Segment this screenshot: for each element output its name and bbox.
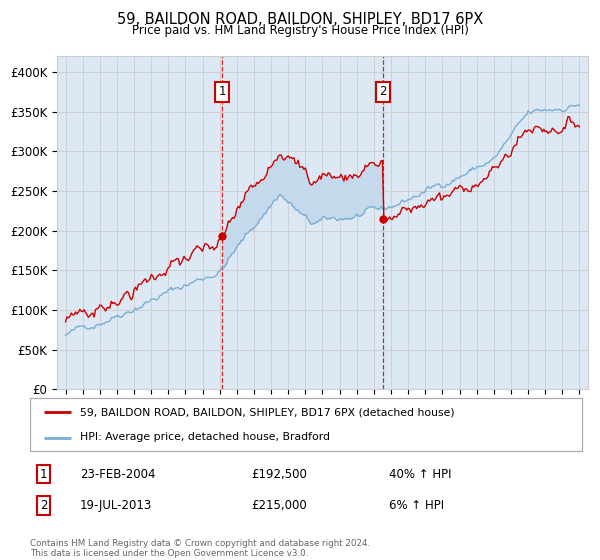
Text: 59, BAILDON ROAD, BAILDON, SHIPLEY, BD17 6PX: 59, BAILDON ROAD, BAILDON, SHIPLEY, BD17… [117, 12, 483, 27]
Text: 1: 1 [40, 468, 47, 480]
Text: 6% ↑ HPI: 6% ↑ HPI [389, 499, 444, 512]
Text: HPI: Average price, detached house, Bradford: HPI: Average price, detached house, Brad… [80, 432, 329, 442]
Text: 1: 1 [218, 85, 226, 98]
Text: 2: 2 [40, 499, 47, 512]
Text: £215,000: £215,000 [251, 499, 307, 512]
Text: 40% ↑ HPI: 40% ↑ HPI [389, 468, 451, 480]
Text: £192,500: £192,500 [251, 468, 307, 480]
Text: Price paid vs. HM Land Registry's House Price Index (HPI): Price paid vs. HM Land Registry's House … [131, 24, 469, 36]
Text: 2: 2 [380, 85, 387, 98]
Text: 23-FEB-2004: 23-FEB-2004 [80, 468, 155, 480]
Text: 59, BAILDON ROAD, BAILDON, SHIPLEY, BD17 6PX (detached house): 59, BAILDON ROAD, BAILDON, SHIPLEY, BD17… [80, 408, 454, 418]
Text: Contains HM Land Registry data © Crown copyright and database right 2024.
This d: Contains HM Land Registry data © Crown c… [30, 539, 370, 558]
Text: 19-JUL-2013: 19-JUL-2013 [80, 499, 152, 512]
